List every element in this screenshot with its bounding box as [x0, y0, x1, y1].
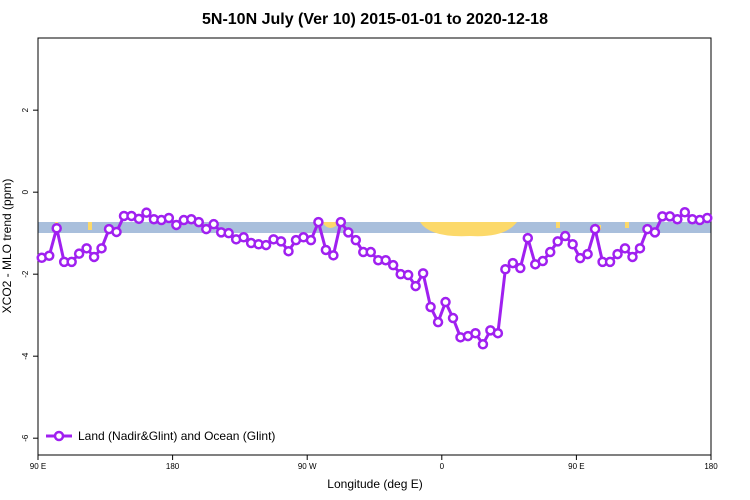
data-point [43, 250, 55, 261]
y-tick-label: 0 [21, 189, 30, 194]
data-point [275, 236, 287, 247]
data-point [223, 227, 234, 239]
x-tick-label: 90 W [298, 462, 317, 471]
data-point [589, 223, 601, 235]
data-point [410, 280, 421, 292]
data-point [515, 262, 526, 274]
data-point [470, 327, 481, 339]
data-point [574, 252, 586, 264]
data-point [88, 251, 100, 263]
chart-title: 5N-10N July (Ver 10) 2015-01-01 to 2020-… [202, 11, 548, 28]
data-point [619, 243, 631, 254]
data-point [477, 339, 489, 350]
data-point [81, 243, 92, 254]
data-point [387, 259, 399, 271]
data-point [672, 213, 683, 225]
data-point [544, 246, 556, 258]
data-point [208, 218, 219, 230]
data-point [604, 256, 616, 268]
data-point [559, 230, 571, 242]
data-point [612, 248, 623, 260]
data-point [201, 223, 212, 235]
data-point [679, 207, 691, 218]
data-point [141, 207, 152, 218]
legend-label: Land (Nadir&Glint) and Ocean (Glint) [78, 429, 275, 443]
x-tick-label: 180 [704, 462, 718, 471]
data-point [238, 232, 249, 243]
data-point [492, 327, 504, 339]
data-point [328, 250, 339, 261]
data-point [582, 248, 593, 260]
data-point [111, 226, 122, 238]
data-point [432, 316, 444, 328]
data-point [440, 296, 451, 308]
data-point [425, 301, 436, 313]
data-point [283, 245, 294, 257]
y-tick-label: -6 [21, 434, 30, 442]
data-point [402, 269, 414, 281]
map-strip [38, 222, 711, 237]
data-point [522, 232, 534, 244]
data-point [96, 243, 107, 254]
data-point [447, 312, 459, 324]
data-point [350, 234, 362, 246]
data-point [627, 251, 638, 263]
y-tick-label: -2 [21, 270, 30, 278]
x-tick-label: 90 E [30, 462, 46, 471]
y-tick-label: 2 [21, 107, 30, 112]
data-point [171, 219, 182, 231]
data-point [163, 212, 175, 224]
data-point [507, 257, 519, 269]
data-point [51, 223, 62, 234]
data-point [365, 246, 377, 258]
y-axis-label: XCO2 - MLO trend (ppm) [0, 179, 14, 314]
data-point [343, 227, 354, 238]
data-point [133, 213, 145, 225]
data-point [66, 256, 77, 268]
x-axis-label: Longitude (deg E) [327, 477, 422, 491]
data-point [335, 216, 347, 228]
data-point [537, 255, 548, 267]
data-point [552, 236, 563, 247]
x-tick-label: 90 E [568, 462, 584, 471]
legend-marker [53, 430, 65, 442]
data-point [73, 248, 85, 259]
data-point [305, 234, 317, 246]
data-point [313, 216, 324, 228]
data-point [649, 227, 661, 238]
data-point [260, 239, 272, 251]
data-point [634, 243, 646, 254]
data-point [567, 238, 578, 250]
data-point [500, 264, 511, 275]
data-point [193, 216, 205, 228]
data-point [380, 254, 391, 266]
plot-frame [37, 37, 712, 456]
data-point [702, 212, 713, 224]
x-tick-label: 180 [166, 462, 180, 471]
data-point [320, 244, 332, 256]
data-point [417, 268, 429, 279]
y-tick-label: -4 [21, 352, 30, 360]
x-tick-label: 0 [440, 462, 445, 471]
